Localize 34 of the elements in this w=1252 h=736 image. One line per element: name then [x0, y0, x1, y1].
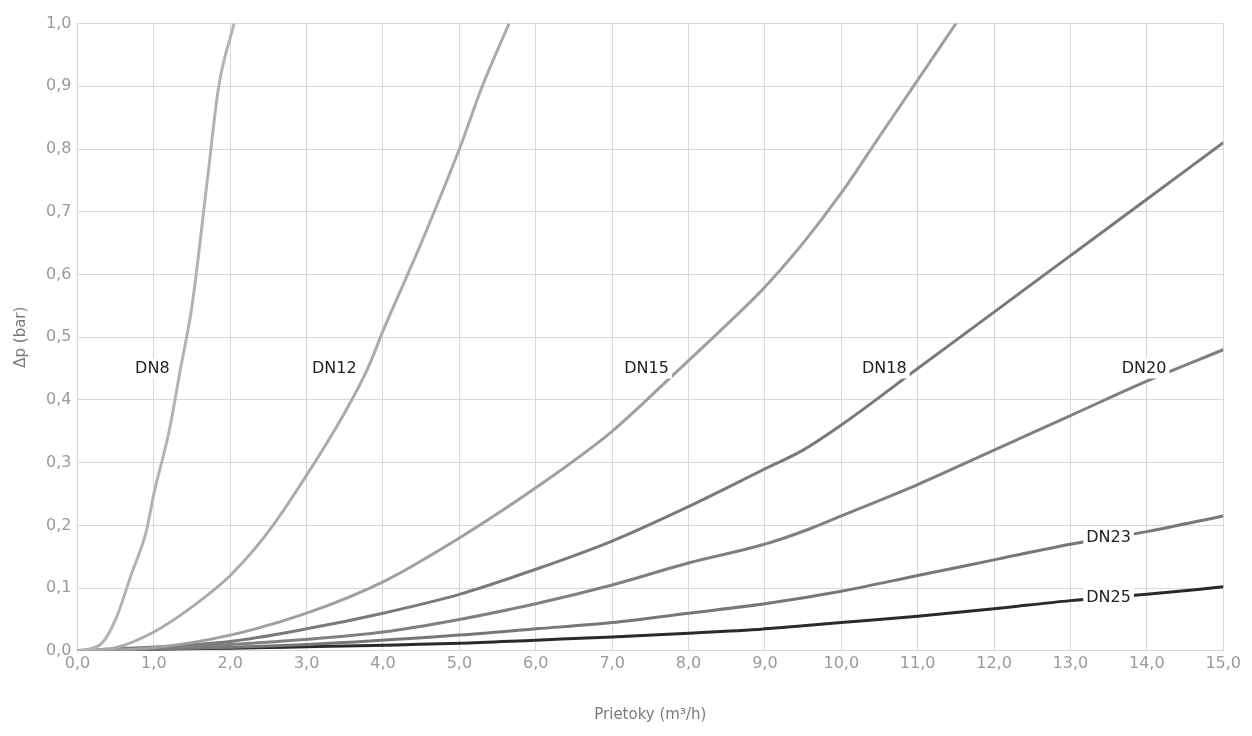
- y-tick-label: 1,0: [45, 12, 72, 32]
- x-tick-label: 6,0: [523, 652, 549, 672]
- x-tick-label: 11,0: [899, 652, 936, 672]
- y-tick-label: 0,7: [45, 200, 72, 220]
- y-tick-label: 0,8: [45, 138, 72, 158]
- series-label: DN12: [312, 357, 357, 377]
- x-axis-title: Prietoky (m³/h): [594, 704, 707, 723]
- y-tick-label: 0,4: [45, 389, 72, 409]
- x-tick-label: 4,0: [370, 652, 396, 672]
- y-tick-label: 0,9: [45, 75, 72, 95]
- series-label: DN18: [862, 357, 907, 377]
- y-axis-title: Δp (bar): [10, 306, 29, 368]
- x-tick-label: 3,0: [293, 652, 320, 672]
- x-tick-label: 7,0: [599, 652, 625, 672]
- y-tick-label: 0,5: [45, 326, 72, 346]
- series-label: DN20: [1121, 357, 1167, 377]
- x-tick-label: 12,0: [976, 652, 1012, 672]
- x-tick-label: 1,0: [141, 652, 167, 672]
- series-label: DN23: [1086, 527, 1131, 547]
- x-tick-label: 2,0: [217, 652, 243, 672]
- series-label: DN15: [624, 357, 669, 377]
- y-tick-label: 0,3: [45, 451, 72, 471]
- y-tick-label: 0,2: [45, 514, 72, 534]
- x-tick-label: 15,0: [1205, 652, 1241, 672]
- x-tick-label: 10,0: [823, 652, 860, 672]
- y-tick-label: 0,6: [45, 263, 72, 283]
- y-tick-label: 0,1: [45, 577, 72, 597]
- x-tick-label: 13,0: [1052, 652, 1089, 672]
- series-label: DN8: [135, 357, 170, 377]
- x-tick-label: 9,0: [752, 652, 778, 672]
- x-tick-label: 5,0: [446, 652, 473, 672]
- series-label: DN25: [1086, 586, 1131, 606]
- x-tick-label: 14,0: [1128, 652, 1165, 672]
- x-tick-label: 8,0: [675, 652, 702, 672]
